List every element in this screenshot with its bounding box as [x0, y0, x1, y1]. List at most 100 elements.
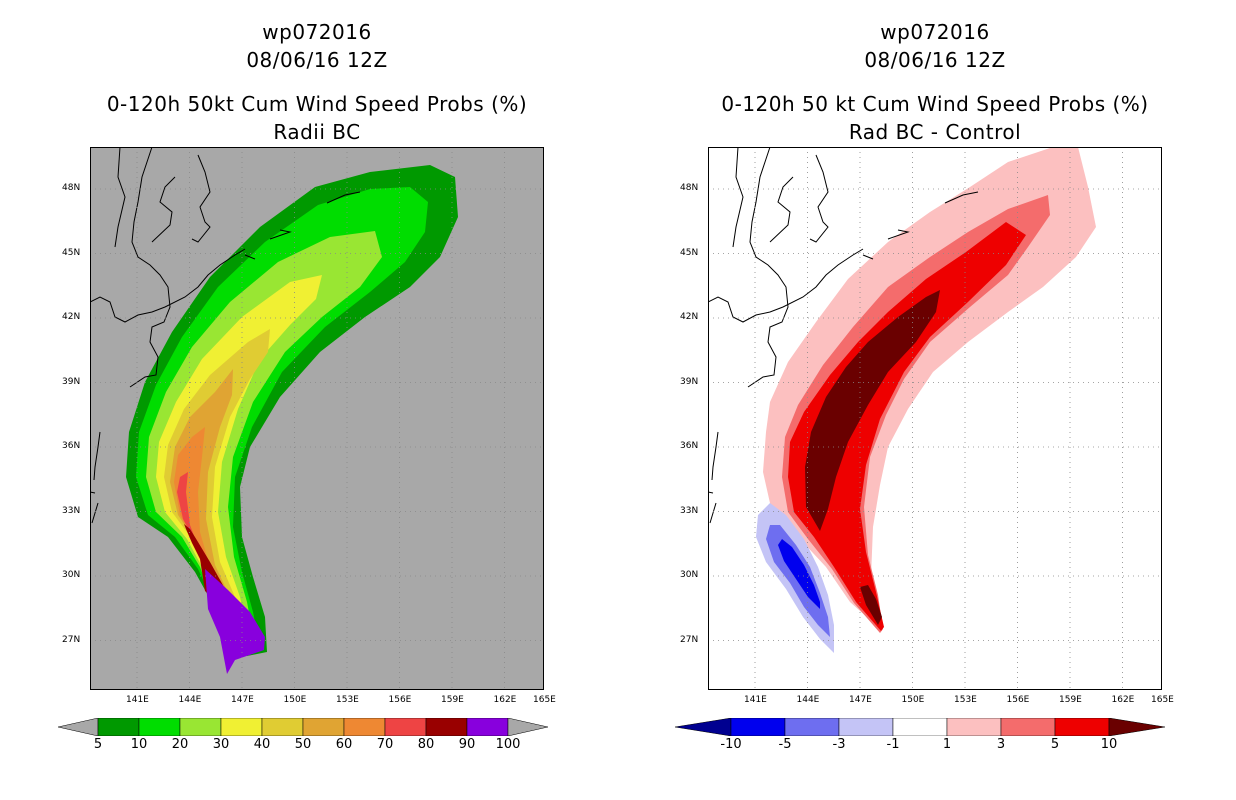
- left-map-subtitle: 0-120h 50kt Cum Wind Speed Probs (%) Rad…: [40, 90, 594, 146]
- diff-band-positive-5: [788, 222, 1026, 631]
- left-map-canvas: [90, 147, 544, 690]
- prob-band-50: [170, 369, 240, 625]
- colorbar-swatch: [384, 718, 427, 736]
- longitude-tick-label: 150E: [283, 695, 307, 705]
- colorbar-label: -1: [886, 737, 900, 752]
- latitude-tick-label: 36N: [680, 441, 699, 451]
- longitude-tick-label: 141E: [744, 695, 767, 705]
- colorbar-swatch: [730, 718, 786, 736]
- longitude-tick-label: 162E: [1111, 695, 1135, 705]
- colorbar-label: 50: [294, 737, 312, 752]
- longitude-tick-label: 156E: [1006, 695, 1030, 705]
- colorbar-label: 70: [376, 737, 394, 752]
- latitude-tick-label: 30N: [680, 570, 699, 580]
- colorbar-label: 80: [417, 737, 435, 752]
- latitude-tick-label: 42N: [680, 312, 699, 322]
- longitude-tick-label: 147E: [231, 695, 254, 705]
- diff-band-negative-10: [778, 539, 820, 609]
- longitude-tick-label: 153E: [954, 695, 977, 705]
- prob-band-70: [177, 472, 234, 617]
- latitude-tick-label: 48N: [62, 183, 81, 193]
- colorbar-swatches: [675, 718, 1165, 736]
- colorbar-swatches: [58, 718, 548, 736]
- latitude-tick-label: 27N: [680, 634, 699, 645]
- latitude-tick-label: 45N: [62, 247, 81, 258]
- latitude-tick-label: 39N: [680, 376, 699, 387]
- latitude-tick-label: 30N: [62, 570, 81, 580]
- colorbar-label: 100: [495, 737, 521, 752]
- colorbar-over-arrow: [1108, 718, 1165, 736]
- colorbar-swatch: [466, 718, 509, 736]
- left-date-time: 08/06/16 12Z: [246, 48, 388, 72]
- right-difference-map: [708, 147, 1162, 690]
- colorbar-label: 3: [996, 737, 1006, 752]
- latitude-tick-label: 36N: [62, 441, 81, 451]
- graticule-right: [708, 147, 1162, 690]
- colorbar-swatch: [838, 718, 894, 736]
- colorbar-swatch: [1054, 718, 1110, 736]
- colorbar-label: 5: [1050, 737, 1060, 752]
- colorbar-label: 10: [130, 737, 148, 752]
- longitude-tick-label: 153E: [336, 695, 359, 705]
- colorbar-swatch: [892, 718, 948, 736]
- colorbar-swatch: [220, 718, 263, 736]
- prob-band-90: [205, 569, 265, 674]
- longitude-tick-label: 144E: [178, 695, 202, 705]
- prob-band-40: [164, 329, 270, 629]
- colorbar-swatch: [784, 718, 840, 736]
- right-product-variant: Rad BC - Control: [848, 120, 1022, 144]
- left-product-name: 0-120h 50kt Cum Wind Speed Probs (%): [106, 92, 528, 116]
- colorbar-label: -3: [832, 737, 846, 752]
- colorbar-label: 40: [253, 737, 271, 752]
- left-storm-id: wp072016: [262, 20, 372, 44]
- prob-band-60: [174, 427, 236, 621]
- colorbar-label: -5: [778, 737, 792, 752]
- longitude-tick-label: 165E: [1151, 695, 1174, 705]
- longitude-tick-label: 156E: [388, 695, 412, 705]
- colorbar-label: 20: [171, 737, 189, 752]
- right-map-subtitle: 0-120h 50 kt Cum Wind Speed Probs (%) Ra…: [650, 90, 1220, 146]
- colorbar-swatch: [179, 718, 222, 736]
- colorbar-label: 90: [458, 737, 476, 752]
- latitude-tick-label: 48N: [680, 183, 699, 193]
- latitude-tick-label: 33N: [680, 505, 699, 516]
- right-product-name: 0-120h 50 kt Cum Wind Speed Probs (%): [721, 92, 1149, 116]
- latitude-tick-label: 33N: [62, 505, 81, 516]
- graticule: [90, 147, 544, 690]
- latitude-tick-label: 27N: [62, 634, 81, 645]
- right-map-frame: [708, 147, 1162, 690]
- latitude-tick-label: 39N: [62, 376, 81, 387]
- colorbar-over-arrow: [507, 718, 548, 736]
- colorbar-swatch: [946, 718, 1002, 736]
- colorbar-label: 10: [1100, 737, 1118, 752]
- longitude-tick-label: 150E: [901, 695, 925, 705]
- colorbar-swatch: [97, 718, 140, 736]
- right-map-title: wp072016 08/06/16 12Z: [708, 18, 1162, 74]
- diff-band-positive-10: [805, 290, 940, 625]
- colorbar-under-arrow: [58, 718, 99, 736]
- latitude-tick-label: 42N: [62, 312, 81, 322]
- colorbar-swatch: [261, 718, 304, 736]
- left-map-title: wp072016 08/06/16 12Z: [90, 18, 544, 74]
- left-product-variant: Radii BC: [273, 120, 361, 144]
- longitude-tick-label: 147E: [849, 695, 872, 705]
- colorbar-label: 5: [93, 737, 103, 752]
- colorbar-label: 30: [212, 737, 230, 752]
- longitude-tick-label: 165E: [533, 695, 556, 705]
- longitude-tick-label: 162E: [493, 695, 517, 705]
- coastline: [90, 147, 361, 524]
- colorbar-swatch: [302, 718, 345, 736]
- longitude-tick-label: 144E: [796, 695, 820, 705]
- left-probability-map: [90, 147, 544, 690]
- colorbar-label: 60: [335, 737, 353, 752]
- colorbar-label: -10: [720, 737, 742, 752]
- colorbar-swatch: [1000, 718, 1056, 736]
- colorbar-label: 1: [942, 737, 952, 752]
- longitude-tick-label: 159E: [1059, 695, 1082, 705]
- latitude-tick-label: 45N: [680, 247, 699, 258]
- left-map-frame: [90, 147, 544, 690]
- colorbar-swatch: [425, 718, 468, 736]
- colorbar-under-arrow: [675, 718, 732, 736]
- colorbar-swatch: [343, 718, 386, 736]
- right-storm-id: wp072016: [880, 20, 990, 44]
